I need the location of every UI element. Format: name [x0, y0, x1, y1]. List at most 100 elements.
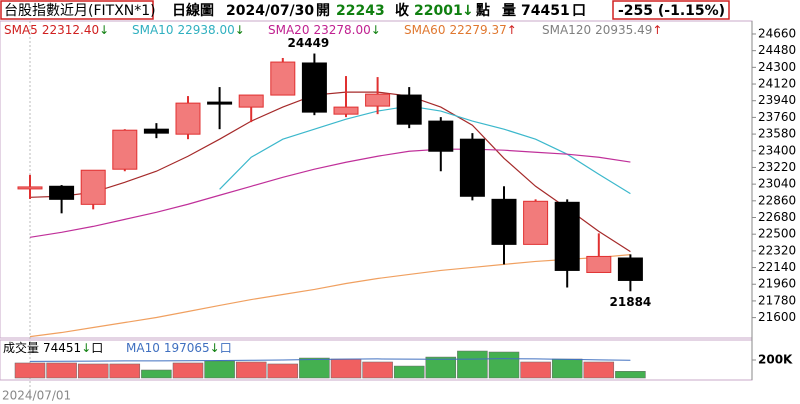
candle-body — [617, 257, 643, 281]
y-tick-label: 21960 — [758, 277, 796, 291]
volume: 74451 — [521, 3, 570, 19]
volume-bar — [299, 357, 330, 379]
volume-bar — [46, 362, 77, 379]
price-panel — [0, 20, 753, 339]
candle-body — [207, 101, 233, 105]
candle-body — [491, 198, 517, 245]
legend-entry: SMA60 22279.37↑ — [404, 23, 517, 37]
candle-body — [112, 129, 138, 170]
candle-body — [365, 93, 391, 107]
volume-bar — [583, 361, 615, 379]
volume-legend: 成交量 74451↓口 — [3, 340, 103, 355]
volume-bar — [393, 365, 425, 379]
change-box — [612, 0, 730, 20]
point-label: 點 — [476, 2, 490, 19]
volume-bar — [425, 356, 457, 379]
candle-body — [270, 61, 296, 96]
y-tick-label: 22140 — [758, 260, 796, 274]
candle-body — [175, 102, 201, 135]
legend-value: 23278.00 — [313, 23, 370, 37]
y-tick-label: 200K — [758, 353, 793, 367]
volume-bar — [615, 371, 646, 379]
legend-value: 20935.49 — [595, 23, 652, 37]
volume-label: 量 — [502, 3, 516, 19]
close-trend: ↓ — [462, 3, 474, 19]
legend-trend: ↑ — [507, 23, 517, 37]
candle-body — [396, 94, 422, 125]
candle-body — [459, 138, 485, 197]
y-tick-label: 22860 — [758, 193, 796, 207]
volume-bar — [204, 360, 235, 379]
volume-bar — [551, 358, 583, 379]
legend-name: SMA10 — [132, 23, 173, 37]
y-tick-label: 24660 — [758, 26, 796, 40]
ma-line — [219, 105, 631, 195]
candle-body — [586, 255, 612, 273]
volume-bar — [141, 369, 172, 379]
open-label: 開 — [316, 3, 330, 19]
ma-name: MA10 — [126, 341, 160, 355]
volume-bar — [362, 361, 393, 379]
candle-body — [428, 120, 454, 152]
close-label: 收 — [395, 2, 410, 19]
period: 日線圖 — [172, 2, 214, 19]
y-tick-label: 22500 — [758, 227, 796, 241]
ma-line — [29, 91, 631, 253]
ma-line — [29, 254, 631, 338]
volume-bar — [109, 363, 141, 379]
y-tick-label: 23760 — [758, 110, 796, 124]
unit: 口 — [572, 3, 586, 19]
y-tick-label: 23400 — [758, 143, 796, 157]
y-tick-label: 22320 — [758, 243, 796, 257]
open: 22243 — [336, 3, 385, 19]
volume-value: 74451 — [43, 341, 81, 355]
legend-trend: ↓ — [99, 23, 109, 37]
y-tick-label: 24120 — [758, 77, 796, 91]
y-tick-label: 21780 — [758, 293, 796, 307]
legend-name: SMA120 — [542, 23, 591, 37]
ma-unit: 口 — [220, 341, 232, 355]
volume-bar — [520, 361, 551, 379]
legend-name: SMA5 — [4, 23, 38, 37]
candle-body — [554, 201, 580, 271]
ma-line — [29, 148, 631, 238]
candle-body — [238, 94, 264, 108]
legend-value: 22279.37 — [449, 23, 506, 37]
candle-body — [143, 128, 169, 134]
volume-bar — [457, 350, 488, 379]
legend-trend: ↓ — [235, 23, 245, 37]
volume-bar — [330, 358, 362, 379]
legend-entry: SMA120 20935.49↑ — [542, 23, 662, 37]
y-tick-label: 23040 — [758, 177, 796, 191]
volume-ma-line — [29, 358, 631, 362]
candle-body — [17, 186, 43, 190]
volume-unit: 口 — [91, 341, 103, 355]
candle-body — [301, 62, 327, 113]
volume-trend: ↓ — [81, 341, 91, 355]
volume-ma-legend: MA10 197065↓口 — [126, 341, 232, 355]
date: 2024/07/30 — [226, 3, 314, 19]
volume-bar — [267, 363, 299, 379]
legend-trend: ↓ — [371, 23, 381, 37]
legend-name: SMA20 — [268, 23, 309, 37]
y-tick-label: 21600 — [758, 310, 796, 324]
volume-bar — [14, 362, 46, 379]
change: -255 (-1.15%) — [618, 3, 725, 19]
legend-trend: ↑ — [652, 23, 662, 37]
candle-body — [333, 106, 359, 115]
high-label: 24449 — [288, 36, 330, 50]
volume-title: 成交量 — [3, 340, 39, 355]
symbol-box — [0, 0, 154, 20]
ma-trend: ↓ — [210, 341, 220, 355]
volume-bar — [488, 351, 520, 379]
y-tick-label: 24480 — [758, 43, 796, 57]
legend-value: 22938.00 — [177, 23, 234, 37]
y-tick-label: 23580 — [758, 127, 796, 141]
low-label: 21884 — [610, 295, 652, 309]
legend-name: SMA60 — [404, 23, 445, 37]
y-tick-label: 23220 — [758, 160, 796, 174]
close: 22001 — [414, 3, 463, 19]
x-tick-label: 2024/07/01 — [2, 389, 71, 403]
candle-body — [523, 200, 549, 245]
